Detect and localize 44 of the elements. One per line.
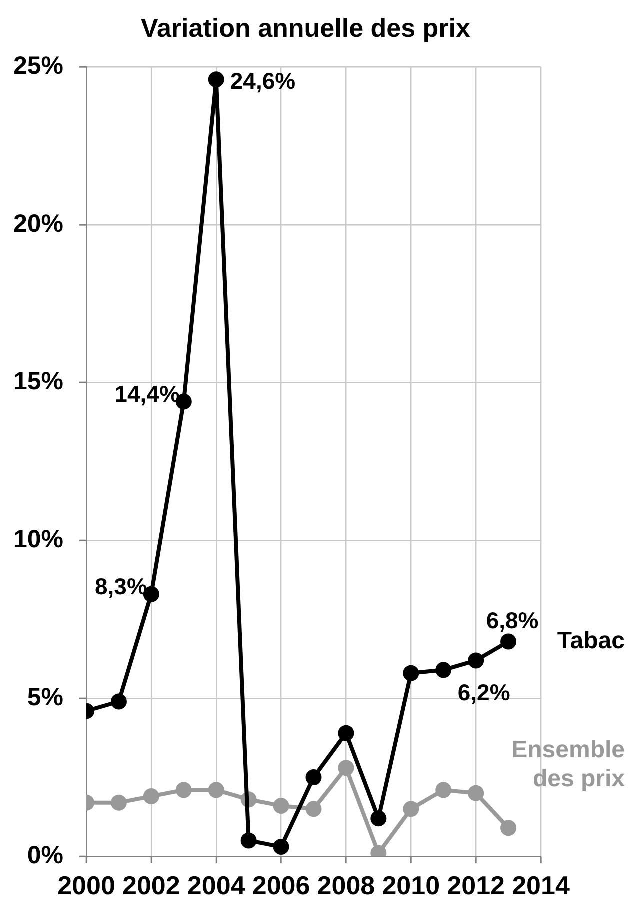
- point: [306, 770, 322, 786]
- x-tick-label: 2006: [252, 870, 310, 900]
- point: [436, 662, 452, 678]
- point: [500, 634, 517, 650]
- chart-title: Variation annuelle des prix: [141, 13, 472, 43]
- data-label: 8,3%: [94, 574, 148, 600]
- point: [403, 665, 420, 682]
- x-tick-label: 2004: [187, 870, 246, 900]
- point: [273, 798, 290, 814]
- point: [403, 801, 420, 818]
- point: [468, 785, 484, 802]
- point: [176, 782, 192, 798]
- point: [338, 760, 354, 776]
- data-label: 6,8%: [486, 608, 539, 634]
- point: [110, 794, 127, 811]
- x-tick-label: 2000: [58, 870, 116, 900]
- y-tick-label: 15%: [13, 368, 64, 396]
- x-tick-label: 2002: [122, 870, 180, 900]
- point: [110, 694, 127, 710]
- data-label: 14,4%: [114, 381, 180, 408]
- point: [500, 820, 517, 836]
- point: [370, 810, 387, 827]
- x-tick-label: 2008: [317, 870, 376, 900]
- point: [208, 72, 224, 88]
- x-tick-label: 2010: [382, 870, 440, 900]
- data-label: 24,6%: [230, 68, 296, 94]
- y-tick-label: 5%: [27, 683, 64, 712]
- y-tick-label: 10%: [13, 526, 64, 554]
- point: [468, 652, 484, 669]
- y-tick-label: 25%: [13, 52, 64, 80]
- point: [208, 782, 224, 798]
- data-label: 6,2%: [458, 680, 510, 706]
- x-tick-label: 2014: [512, 870, 570, 900]
- point: [338, 725, 354, 742]
- point: [240, 832, 257, 849]
- point: [143, 788, 160, 804]
- point: [273, 839, 290, 856]
- y-tick-label: 20%: [13, 210, 64, 238]
- point: [436, 782, 452, 798]
- x-tick-label: 2012: [447, 870, 505, 900]
- y-tick-label: 0%: [27, 841, 64, 870]
- point: [306, 801, 322, 818]
- series-label: Ensemble des prix: [512, 736, 626, 793]
- series-label: Tabac: [557, 627, 625, 654]
